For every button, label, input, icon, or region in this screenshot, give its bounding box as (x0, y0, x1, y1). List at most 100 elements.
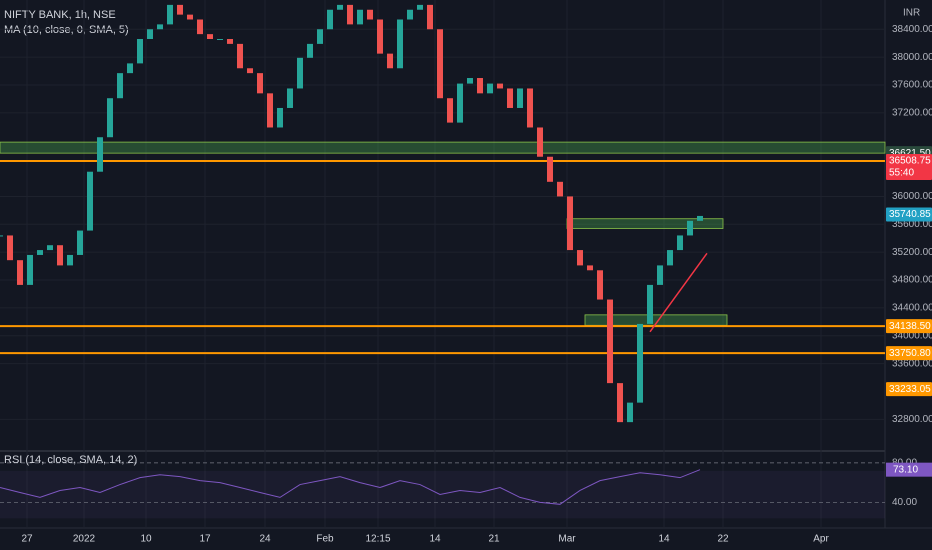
rsi-title: RSI (14, close, SMA, 14, 2) (4, 454, 137, 466)
x-tick-label: 2022 (73, 534, 96, 545)
candle (117, 73, 123, 99)
x-tick-label: 22 (717, 534, 729, 545)
zone (0, 141, 886, 154)
candle (527, 88, 533, 128)
candle (357, 9, 363, 25)
candle (47, 245, 53, 251)
rsi-label: 73.10 (893, 464, 918, 475)
candle (407, 9, 413, 20)
candle (337, 4, 343, 10)
price-label: 36621.50 (889, 148, 931, 159)
candle (387, 53, 393, 69)
price-label-box (886, 154, 932, 181)
candle (17, 260, 23, 285)
y-tick-label: 37200.00 (892, 107, 932, 118)
x-tick-label: 14 (658, 534, 670, 545)
price-label: 34138.50 (889, 321, 931, 332)
candle (577, 250, 583, 266)
y-tick-label: 36000.00 (892, 191, 932, 202)
countdown: 55:40 (889, 168, 914, 179)
y-tick-label: 37600.00 (892, 80, 932, 91)
price-label: 36508.75 (889, 156, 931, 167)
candle (7, 235, 13, 261)
currency: INR (903, 8, 920, 19)
candle (477, 78, 483, 94)
x-tick-label: Apr (813, 534, 829, 545)
candle (517, 88, 523, 108)
candle (247, 68, 253, 74)
y-tick-label: 34400.00 (892, 303, 932, 314)
rsi-band (0, 470, 885, 519)
rsi-line (0, 469, 701, 505)
candle (217, 39, 223, 41)
candle (687, 220, 693, 236)
candle (487, 83, 493, 94)
candle (667, 250, 673, 266)
candle (137, 39, 143, 64)
x-tick-label: 24 (259, 534, 271, 545)
trendline (649, 252, 708, 333)
candle (547, 156, 553, 182)
price-label-box (886, 319, 932, 334)
candle (537, 127, 543, 157)
y-tick-label: 32800.00 (892, 414, 932, 425)
candle (307, 43, 313, 58)
y-tick-label: 34000.00 (892, 330, 932, 341)
y-tick-label: 38400.00 (892, 24, 932, 35)
candle (507, 88, 513, 108)
candle (237, 43, 243, 69)
candle (397, 19, 403, 69)
x-tick-label: Feb (316, 534, 334, 545)
candle (417, 4, 423, 10)
x-tick-label: 10 (140, 534, 152, 545)
candle (0, 235, 3, 237)
candle (637, 323, 643, 403)
candle (297, 57, 303, 89)
candle (607, 299, 613, 384)
candle (277, 107, 283, 128)
candle (167, 4, 173, 25)
candle (437, 29, 443, 99)
candle (37, 250, 43, 255)
candle (157, 24, 163, 30)
candle (77, 230, 83, 255)
y-tick-label: 33600.00 (892, 358, 932, 369)
symbol: NIFTY BANK, 1h, NSE (4, 9, 116, 21)
candle (197, 19, 203, 35)
candle (147, 29, 153, 40)
candle (287, 88, 293, 108)
candle (467, 78, 473, 84)
candle (57, 245, 63, 266)
candle (457, 83, 463, 123)
price-label: 33233.05 (889, 384, 931, 395)
indicator: MA (10, close, 0, SMA, 5) (4, 24, 129, 36)
y-tick-label: 35200.00 (892, 247, 932, 258)
price-label: 33750.80 (889, 348, 931, 359)
candle (27, 254, 33, 285)
price-label: 35740.85 (889, 209, 931, 220)
candle (227, 39, 233, 44)
candle (647, 284, 653, 324)
candle (267, 93, 273, 128)
candle (257, 73, 263, 94)
candle (627, 402, 633, 423)
candle (327, 9, 333, 30)
candle (377, 19, 383, 54)
y-tick-label: 40.00 (892, 497, 917, 508)
x-tick-label: 12:15 (365, 534, 390, 545)
candle (187, 14, 193, 20)
candle (677, 235, 683, 251)
x-tick-label: 21 (488, 534, 500, 545)
y-tick-label: 35600.00 (892, 219, 932, 230)
candle (617, 383, 623, 423)
y-tick-label: 38000.00 (892, 52, 932, 63)
candle (587, 265, 593, 271)
candle (427, 4, 433, 30)
price-label-box (886, 382, 932, 397)
price-label-box (886, 346, 932, 361)
x-tick-label: 17 (199, 534, 211, 545)
candle (97, 137, 103, 172)
candle (657, 265, 663, 285)
